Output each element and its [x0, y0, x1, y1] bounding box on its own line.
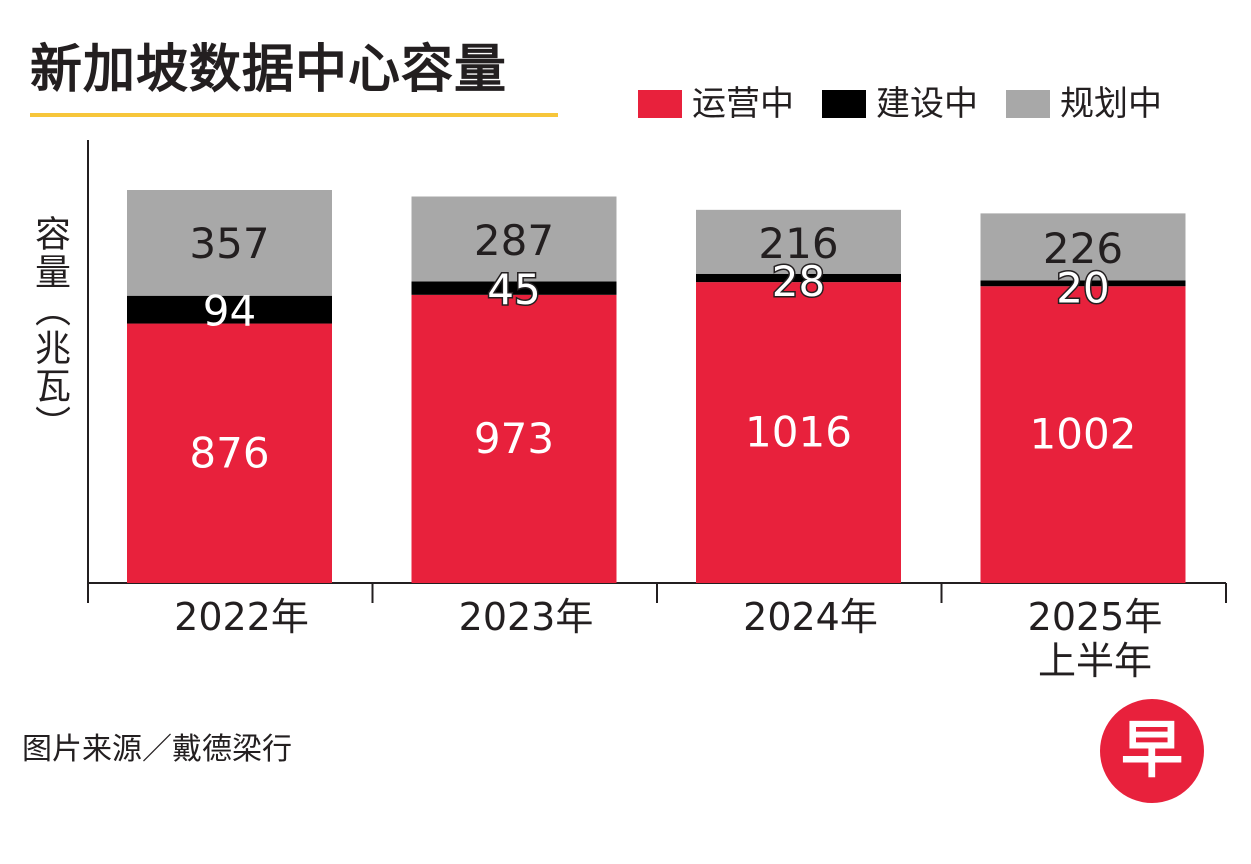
data-label-planned: 226	[1043, 224, 1123, 273]
x-tick-label-line2: 上半年	[1038, 639, 1152, 683]
y-axis-label: 容量（兆瓦）	[29, 215, 70, 443]
bar-segment-under-construction	[980, 280, 1186, 287]
data-label-planned: 216	[758, 219, 838, 268]
bar-segment-planned	[696, 209, 901, 274]
bar-segment-under-construction	[411, 281, 617, 295]
legend-item-under-construction: 建设中	[822, 80, 978, 128]
legend-swatch-under-construction	[822, 90, 866, 118]
logo-char: 早	[1121, 713, 1183, 786]
data-label-planned: 287	[474, 216, 554, 265]
legend-item-planned: 规划中	[1006, 80, 1162, 128]
bar-segment-operating	[980, 286, 1186, 583]
x-tick-label: 2022年	[174, 595, 309, 639]
x-tick-label: 2024年	[743, 595, 878, 639]
data-label-operating: 876	[189, 428, 269, 477]
data-label-operating: 1002	[1030, 410, 1137, 459]
data-label-operating: 1016	[745, 408, 852, 457]
legend-label-operating: 运营中	[692, 84, 794, 124]
data-label-under-construction: 94	[203, 287, 256, 336]
legend-label-under-construction: 建设中	[876, 84, 978, 124]
legend-label-planned: 规划中	[1060, 84, 1162, 124]
title-underline	[30, 113, 558, 117]
bar-segment-planned	[127, 190, 332, 296]
data-label-under-construction: 28	[772, 257, 825, 306]
x-tick-label: 2023年	[459, 595, 594, 639]
source-credit: 图片来源／戴德梁行	[22, 732, 292, 767]
legend-swatch-operating	[638, 90, 682, 118]
legend-item-operating: 运营中	[638, 80, 794, 128]
bar-segment-operating	[696, 282, 901, 583]
legend: 运营中 建设中 规划中	[638, 80, 1162, 128]
data-label-planned: 357	[189, 219, 269, 268]
zaobao-logo-icon: 早	[1100, 699, 1204, 803]
bar-segment-operating	[411, 294, 617, 583]
bar-segment-operating	[127, 323, 332, 583]
bar-segment-planned	[411, 196, 617, 282]
bar-segment-under-construction	[127, 295, 332, 324]
bar-segment-under-construction	[696, 273, 901, 283]
data-label-operating: 973	[474, 414, 554, 463]
data-label-under-construction: 45	[487, 265, 540, 314]
legend-swatch-planned	[1006, 90, 1050, 118]
x-tick-label: 2025年	[1028, 595, 1163, 639]
bar-segment-planned	[980, 213, 1186, 281]
data-label-under-construction: 20	[1056, 263, 1109, 312]
chart-title: 新加坡数据中心容量	[30, 40, 508, 100]
